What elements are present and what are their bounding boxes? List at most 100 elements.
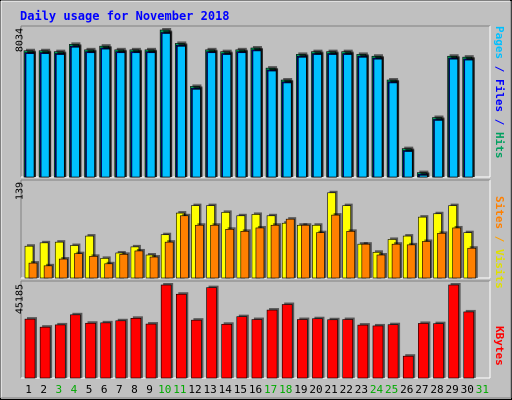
- bar-kbytes-day-15: [236, 316, 248, 379]
- bar-sites-day-19: [301, 224, 310, 279]
- bar-kbytes-day-27: [418, 323, 429, 379]
- bar-kbytes-day-26: [402, 355, 414, 379]
- bar-pages-day-30: [464, 59, 474, 178]
- bar-sites-day-14: [225, 229, 234, 279]
- bar-pages-day-14: [222, 54, 231, 178]
- hits-panel: [20, 25, 491, 178]
- day-label-26: 26: [400, 383, 413, 396]
- bar-pages-day-16: [252, 50, 262, 178]
- day-label-18: 18: [279, 383, 292, 396]
- kbytes-max-label: 45185: [14, 284, 25, 314]
- hits-legend-part-3: /: [493, 112, 506, 132]
- bar-kbytes-day-7: [115, 320, 127, 379]
- day-label-16: 16: [249, 383, 262, 396]
- day-label-13: 13: [203, 383, 216, 396]
- hits-legend-part-2: Files: [493, 79, 506, 112]
- bar-pages-day-27: [419, 175, 428, 178]
- bar-kbytes-day-17: [266, 309, 278, 379]
- bar-pages-day-26: [403, 151, 413, 178]
- day-label-30: 30: [461, 383, 474, 396]
- bar-pages-day-2: [40, 53, 50, 178]
- bar-sites-day-15: [240, 231, 250, 279]
- bar-kbytes-day-29: [448, 284, 459, 379]
- bar-sites-day-27: [422, 241, 431, 279]
- bar-sites-day-18: [285, 218, 295, 279]
- day-label-27: 27: [415, 383, 428, 396]
- bar-pages-day-25: [388, 82, 398, 178]
- day-label-17: 17: [264, 383, 277, 396]
- bar-kbytes-day-23: [357, 324, 369, 379]
- bar-sites-day-6: [104, 263, 113, 279]
- bar-kbytes-day-14: [221, 323, 232, 379]
- bar-sites-day-22: [346, 231, 356, 279]
- bar-pages-day-17: [267, 70, 277, 178]
- bar-kbytes-day-13: [206, 287, 217, 379]
- bar-sites-day-24: [376, 254, 386, 279]
- day-label-20: 20: [309, 383, 322, 396]
- bar-sites-day-10: [164, 241, 174, 279]
- bar-pages-day-6: [101, 48, 110, 178]
- day-label-22: 22: [340, 383, 353, 396]
- day-label-10: 10: [158, 383, 171, 396]
- day-label-12: 12: [188, 383, 201, 396]
- bar-sites-day-2: [43, 265, 53, 279]
- day-label-6: 6: [101, 383, 108, 396]
- bar-sites-day-25: [391, 243, 401, 279]
- day-label-24: 24: [370, 383, 384, 396]
- bar-sites-day-9: [149, 256, 159, 279]
- day-label-5: 5: [86, 383, 93, 396]
- bar-pages-day-11: [176, 46, 186, 178]
- bar-sites-day-20: [316, 232, 325, 279]
- bar-pages-day-12: [192, 89, 201, 178]
- bar-pages-day-3: [55, 54, 65, 178]
- bar-pages-day-13: [207, 52, 216, 178]
- bar-pages-day-21: [328, 54, 337, 178]
- day-label-11: 11: [173, 383, 186, 396]
- kbytes-legend: KBytes: [493, 326, 506, 366]
- day-label-23: 23: [355, 383, 368, 396]
- hits-legend-part-4: Hits: [493, 132, 506, 159]
- bar-sites-day-17: [270, 224, 280, 279]
- bar-pages-day-5: [86, 52, 95, 178]
- bar-kbytes-day-12: [191, 319, 202, 379]
- bar-sites-day-13: [210, 224, 219, 279]
- hits-legend-part-0: Pages: [493, 26, 506, 59]
- bar-pages-day-7: [116, 52, 126, 178]
- bar-sites-day-28: [437, 233, 446, 279]
- visits-legend-part-2: Visits: [493, 249, 506, 289]
- chart-title: Daily usage for November 2018: [20, 9, 230, 23]
- day-label-31: 31: [476, 383, 489, 396]
- bar-sites-day-4: [74, 253, 83, 279]
- bar-kbytes-day-8: [130, 318, 142, 379]
- bar-pages-day-4: [71, 46, 80, 178]
- day-label-28: 28: [430, 383, 443, 396]
- bar-kbytes-day-4: [70, 314, 81, 379]
- bar-pages-day-9: [146, 52, 156, 178]
- bar-kbytes-day-21: [327, 319, 338, 379]
- bar-pages-day-18: [282, 82, 292, 178]
- bar-kbytes-day-18: [281, 304, 293, 379]
- bar-pages-day-20: [313, 54, 322, 178]
- visits-legend: Sites / Visits: [493, 196, 506, 289]
- bar-sites-day-12: [195, 224, 204, 279]
- bar-pages-day-8: [131, 52, 141, 178]
- day-label-4: 4: [71, 383, 78, 396]
- bar-kbytes-day-2: [39, 326, 51, 379]
- bar-kbytes-day-28: [433, 323, 444, 379]
- bar-sites-day-8: [134, 250, 144, 279]
- hits-legend: Pages / Files / Hits: [493, 26, 506, 159]
- visits-max-label: 139: [14, 182, 25, 200]
- visits-panel: [20, 179, 491, 279]
- bar-pages-day-15: [237, 52, 247, 178]
- day-label-9: 9: [146, 383, 153, 396]
- visits-legend-part-0: Sites: [493, 196, 506, 229]
- bar-kbytes-day-16: [251, 319, 263, 379]
- bar-sites-day-1: [28, 262, 38, 279]
- day-label-29: 29: [446, 383, 459, 396]
- day-label-14: 14: [219, 383, 233, 396]
- bar-sites-day-29: [452, 227, 461, 279]
- day-label-19: 19: [294, 383, 307, 396]
- bar-sites-day-5: [89, 256, 98, 279]
- bar-kbytes-day-6: [100, 322, 111, 379]
- day-label-3: 3: [56, 383, 63, 396]
